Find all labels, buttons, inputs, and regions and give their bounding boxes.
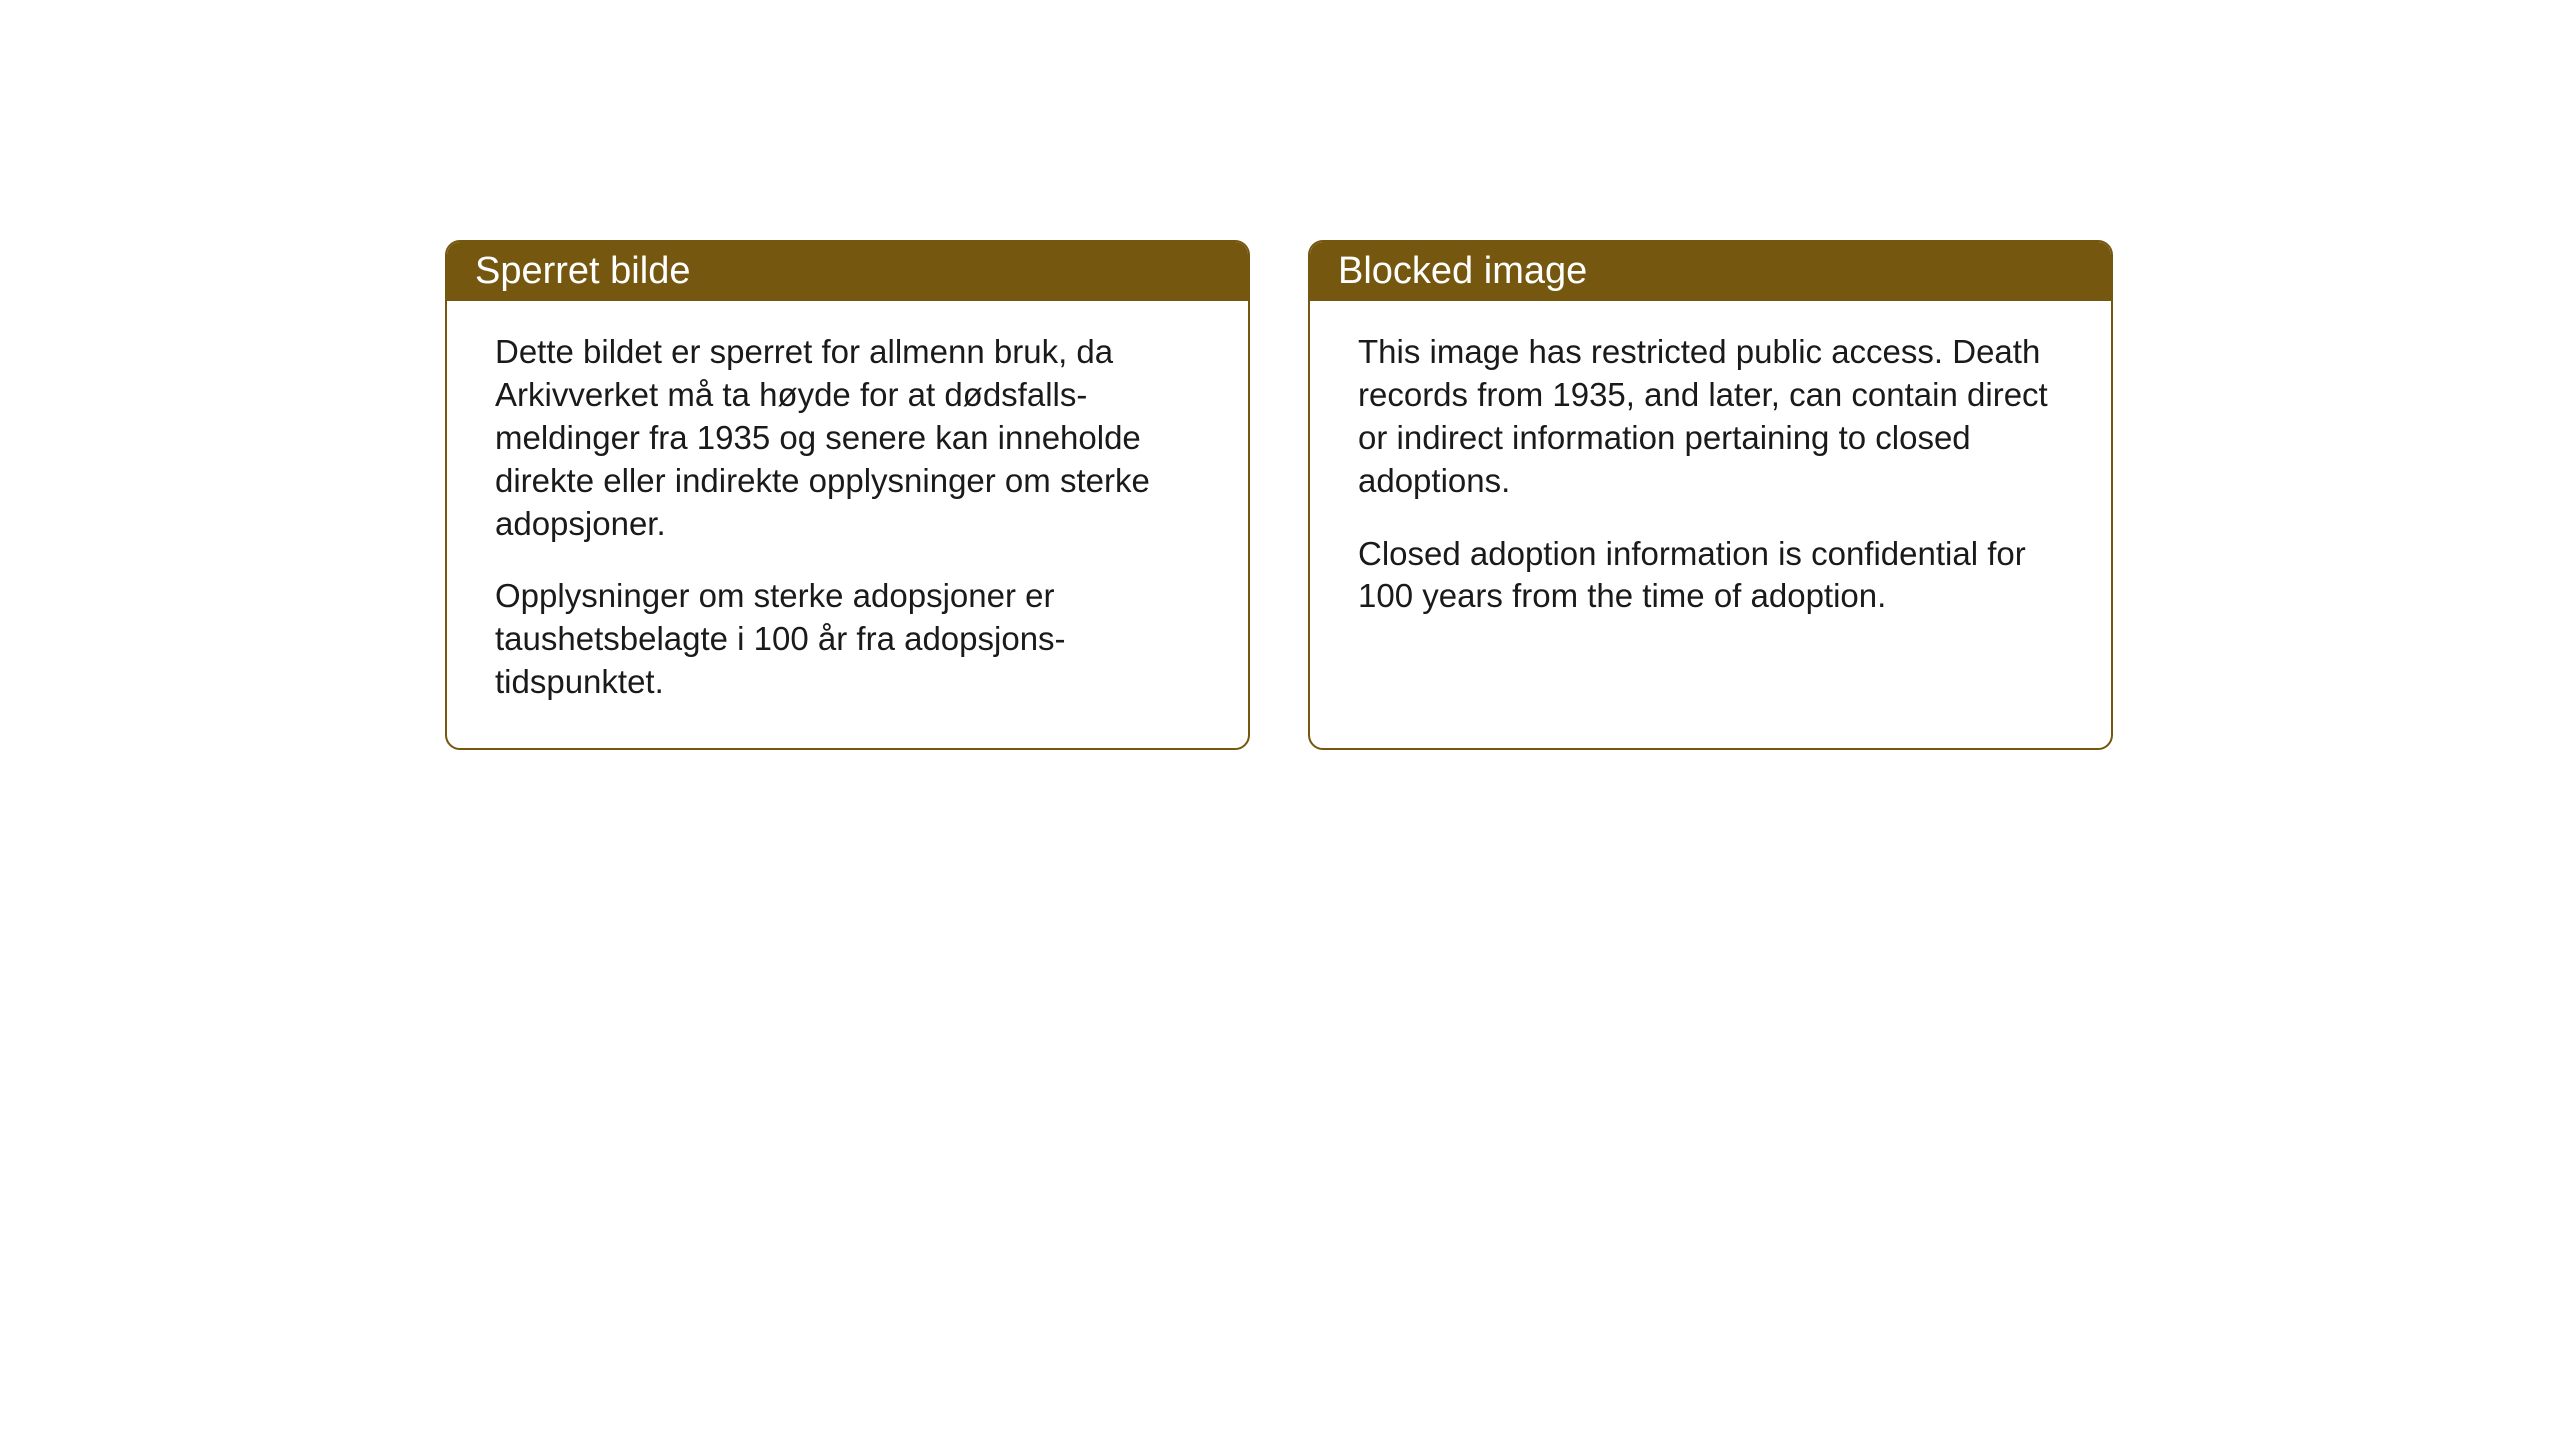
card-norwegian: Sperret bilde Dette bildet er sperret fo… [445, 240, 1250, 750]
card-english: Blocked image This image has restricted … [1308, 240, 2113, 750]
card-norwegian-header: Sperret bilde [447, 242, 1248, 301]
card-english-paragraph-1: This image has restricted public access.… [1358, 331, 2063, 503]
card-norwegian-paragraph-2: Opplysninger om sterke adopsjoner er tau… [495, 575, 1200, 704]
card-english-body: This image has restricted public access.… [1310, 301, 2111, 658]
card-norwegian-body: Dette bildet er sperret for allmenn bruk… [447, 301, 1248, 744]
cards-container: Sperret bilde Dette bildet er sperret fo… [445, 240, 2113, 750]
card-english-paragraph-2: Closed adoption information is confident… [1358, 533, 2063, 619]
card-english-header: Blocked image [1310, 242, 2111, 301]
card-norwegian-paragraph-1: Dette bildet er sperret for allmenn bruk… [495, 331, 1200, 545]
